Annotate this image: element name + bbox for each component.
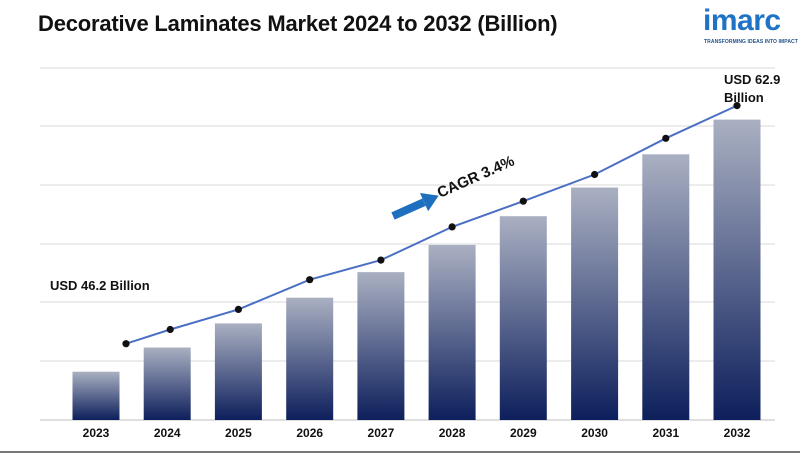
cagr-label: CAGR 3.4% xyxy=(435,153,517,202)
trend-line xyxy=(125,104,738,345)
trend-point xyxy=(306,276,314,284)
x-tick-label: 2024 xyxy=(154,426,181,440)
trend-point xyxy=(377,256,385,264)
bars-group xyxy=(72,119,761,421)
x-axis-ticks: 2023 2024 2025 2026 2027 2028 2029 2030 2031 2032 xyxy=(83,426,751,440)
trend-point xyxy=(591,170,599,179)
bar-2025 xyxy=(214,323,262,420)
bottom-divider xyxy=(0,451,800,453)
bar-2026 xyxy=(286,297,334,420)
end-value-label-line2: Billion xyxy=(724,90,764,105)
x-tick-label: 2031 xyxy=(652,426,679,440)
bar-2027 xyxy=(357,272,405,420)
x-tick-label: 2027 xyxy=(368,426,395,440)
trend-markers xyxy=(122,102,741,348)
x-tick-label: 2026 xyxy=(296,426,323,440)
x-tick-label: 2023 xyxy=(83,426,110,440)
trend-point xyxy=(234,305,242,313)
bar-2024 xyxy=(143,347,191,420)
x-tick-label: 2030 xyxy=(581,426,608,440)
trend-point xyxy=(166,325,174,334)
cagr-arrow-icon xyxy=(391,193,439,220)
trend-point xyxy=(662,134,670,142)
trend-point xyxy=(519,197,527,205)
chart-title: Decorative Laminates Market 2024 to 2032… xyxy=(38,11,558,36)
bar-2023 xyxy=(72,371,120,420)
trend-point xyxy=(122,340,130,348)
x-tick-label: 2029 xyxy=(510,426,537,440)
bar-2032 xyxy=(713,119,761,420)
x-tick-label: 2028 xyxy=(439,426,466,440)
trend-point xyxy=(448,223,456,231)
trend-point xyxy=(733,102,741,110)
bar-2029 xyxy=(499,216,547,420)
end-value-label-line1: USD 62.9 xyxy=(724,72,780,87)
logo-tagline: TRANSFORMING IDEAS INTO IMPACT xyxy=(704,39,798,45)
bar-2031 xyxy=(642,154,690,421)
logo-wordmark: imarc xyxy=(703,4,781,37)
start-value-label: USD 46.2 Billion xyxy=(50,278,150,293)
x-tick-label: 2025 xyxy=(225,426,252,440)
imarc-logo: imarc TRANSFORMING IDEAS INTO IMPACT xyxy=(703,4,798,48)
bar-2028 xyxy=(428,244,476,420)
bar-2030 xyxy=(571,187,619,420)
x-tick-label: 2032 xyxy=(724,426,751,440)
